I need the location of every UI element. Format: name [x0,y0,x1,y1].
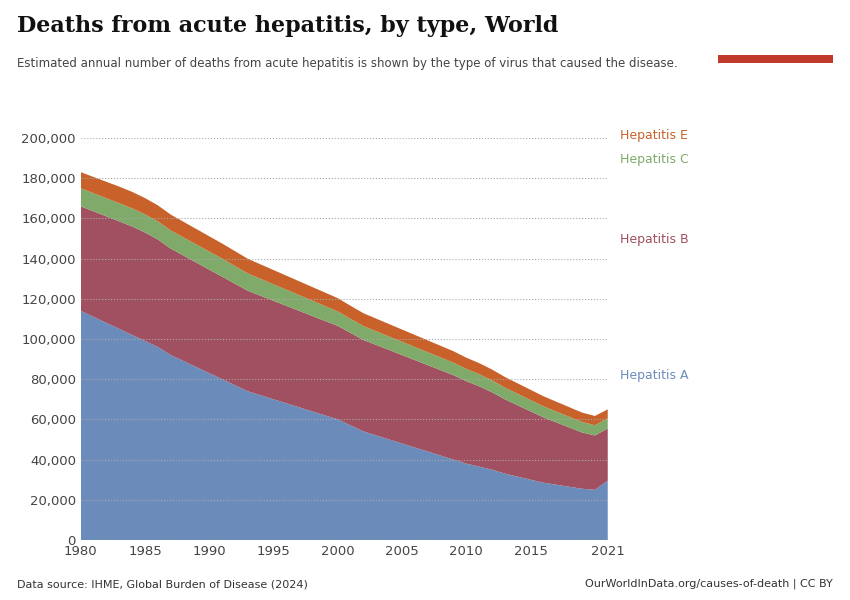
Text: Our World: Our World [746,20,805,31]
Text: Hepatitis B: Hepatitis B [620,233,689,247]
Text: Deaths from acute hepatitis, by type, World: Deaths from acute hepatitis, by type, Wo… [17,15,558,37]
Text: in Data: in Data [755,37,796,47]
Text: Hepatitis A: Hepatitis A [620,368,689,382]
Text: OurWorldInData.org/causes-of-death | CC BY: OurWorldInData.org/causes-of-death | CC … [586,578,833,589]
Text: Data source: IHME, Global Burden of Disease (2024): Data source: IHME, Global Burden of Dise… [17,579,308,589]
Text: Hepatitis C: Hepatitis C [620,152,689,166]
Bar [718,55,833,63]
Text: Estimated annual number of deaths from acute hepatitis is shown by the type of v: Estimated annual number of deaths from a… [17,57,677,70]
Text: Hepatitis E: Hepatitis E [620,128,688,142]
